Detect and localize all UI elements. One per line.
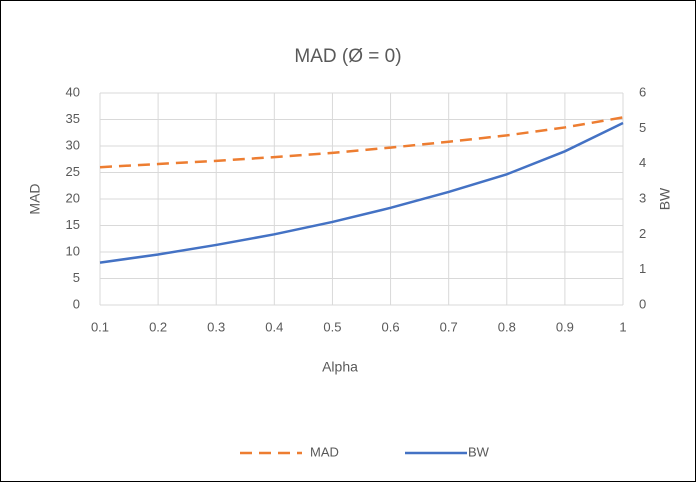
y-tick-label: 20: [66, 190, 80, 205]
y-tick-label: 30: [66, 137, 80, 152]
y-tick-label: 40: [66, 84, 80, 99]
legend-label: BW: [468, 444, 490, 459]
y-tick-label: 0: [73, 296, 80, 311]
x-tick-label: 1: [619, 319, 626, 334]
x-tick-label: 0.6: [382, 319, 400, 334]
y-tick-label: 25: [66, 164, 80, 179]
x-tick-label: 0.8: [498, 319, 516, 334]
x-tick-label: 0.9: [556, 319, 574, 334]
x-tick-label: 0.3: [207, 319, 225, 334]
y-tick-label: 15: [66, 217, 80, 232]
x-axis-label: Alpha: [322, 359, 358, 375]
y2-tick-label: 2: [639, 226, 646, 241]
y2-tick-label: 1: [639, 261, 646, 276]
legend-label: MAD: [310, 444, 339, 459]
y-tick-label: 35: [66, 111, 80, 126]
chart-title: MAD (Ø = 0): [294, 46, 401, 67]
y2-tick-label: 0: [639, 296, 646, 311]
x-tick-label: 0.7: [440, 319, 458, 334]
x-tick-label: 0.4: [265, 319, 283, 334]
y2-tick-label: 4: [639, 155, 646, 170]
x-tick-label: 0.5: [323, 319, 341, 334]
y2-axis-label: BW: [657, 187, 673, 210]
line-series: [99, 121, 624, 264]
y-axis-label: MAD: [27, 183, 43, 214]
y2-tick-label: 6: [639, 84, 646, 99]
y2-tick-label: 3: [639, 190, 646, 205]
x-tick-label: 0.2: [149, 319, 167, 334]
y-tick-label: 5: [73, 270, 80, 285]
y-tick-label: 10: [66, 243, 80, 258]
x-tick-label: 0.1: [91, 319, 109, 334]
line-series: [99, 116, 624, 169]
y2-tick-label: 5: [639, 120, 646, 135]
